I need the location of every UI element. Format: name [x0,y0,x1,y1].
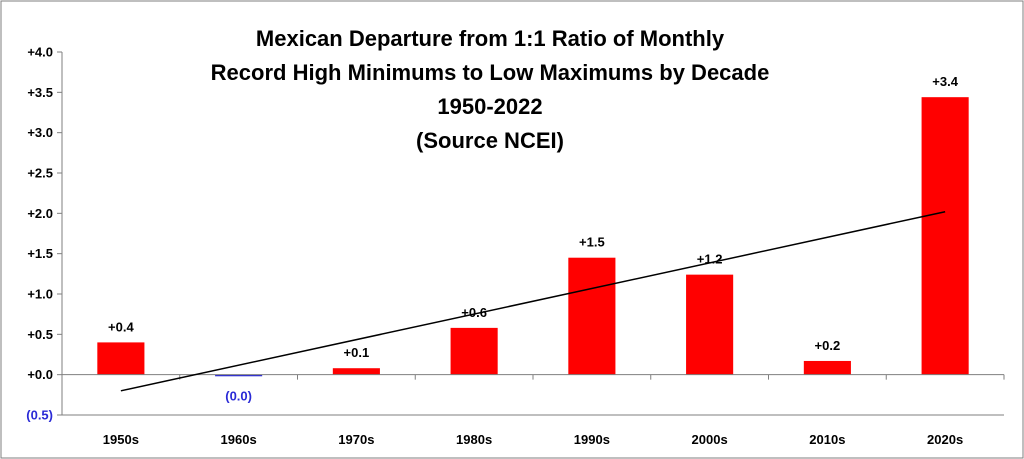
bar [568,257,616,375]
data-label: +0.1 [344,345,370,360]
x-tick-label: 1950s [103,432,139,447]
y-tick-label: +2.0 [27,206,53,221]
x-tick-label: 2020s [927,432,963,447]
y-tick-label: +1.5 [27,246,53,261]
y-ticks-group: +4.0 +3.5 +3.0 +2.5 +2.0 +1.5 +1.0 +0.5 +0.0 (0.5… [26,45,62,423]
y-tick-label: (0.5) [26,408,53,423]
x-tick-label: 1980s [456,432,492,447]
data-label: +1.5 [579,235,605,250]
bar [97,342,145,375]
data-label: +0.6 [461,305,487,320]
data-label: +3.4 [932,74,958,89]
title-line-2: Record High Minimums to Low Maximums by … [211,60,770,85]
data-label: (0.0) [225,388,252,403]
data-labels-group: +0.4 (0.0) +0.1 +0.6 +1.5 +1.2 +0.2 +3.4 [108,74,959,403]
y-tick-label: +0.5 [27,327,53,342]
y-tick-label: +3.0 [27,125,53,140]
trendline-group [120,210,946,392]
x-tick-label: 2000s [692,432,728,447]
title-line-3: 1950-2022 [437,94,542,119]
bar [450,327,498,375]
x-tick-label: 1990s [574,432,610,447]
bar [686,274,734,375]
x-tick-label: 1960s [221,432,257,447]
y-tick-label: +2.5 [27,166,53,181]
data-label: +0.4 [108,319,134,334]
x-tick-label: 2010s [809,432,845,447]
bar [332,368,380,375]
title-line-1: Mexican Departure from 1:1 Ratio of Mont… [256,26,725,51]
bar [803,360,851,375]
data-label: +0.2 [815,338,841,353]
x-tick-label: 1970s [338,432,374,447]
bar [921,97,969,375]
title-line-4: (Source NCEI) [416,128,564,153]
bar [215,374,263,377]
bars-group [97,97,969,377]
x-ticks-group: 1950s 1960s 1970s 1980s 1990s 2000s 2010s 2020s [61,374,1005,447]
data-label: +1.2 [697,252,723,267]
y-tick-label: +4.0 [27,45,53,60]
y-tick-label: +0.0 [27,367,53,382]
y-tick-label: +1.0 [27,287,53,302]
chart-title: Mexican Departure from 1:1 Ratio of Mont… [211,26,770,153]
trendline [120,210,946,392]
y-tick-label: +3.5 [27,85,53,100]
